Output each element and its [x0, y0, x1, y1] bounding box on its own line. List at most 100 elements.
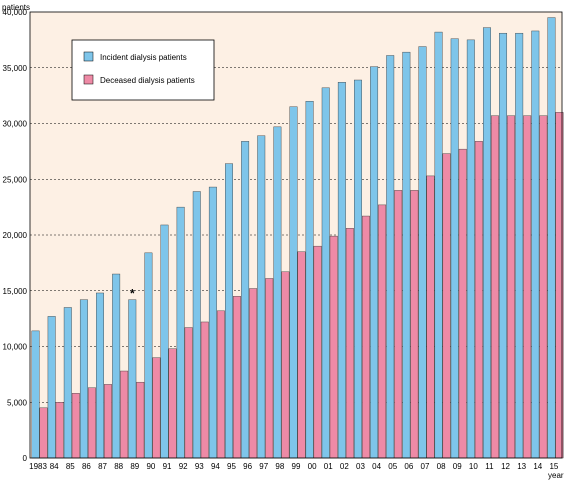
- x-tick-label: 04: [372, 462, 381, 471]
- plot-frame: [29, 11, 563, 459]
- bar-deceased: [168, 348, 177, 459]
- x-tick-label: 06: [404, 462, 413, 471]
- bar-incident: [208, 186, 217, 459]
- x-tick-label: 14: [533, 462, 542, 471]
- bar-deceased: [329, 235, 338, 459]
- x-tick-label: 02: [340, 462, 349, 471]
- bar-incident: [305, 100, 314, 459]
- bar-incident: [128, 299, 137, 459]
- bar-incident: [402, 51, 411, 459]
- bar-incident: [482, 27, 491, 459]
- bar-incident: [79, 299, 88, 459]
- x-axis-label: year: [548, 471, 564, 480]
- x-tick-label: 11: [485, 462, 494, 471]
- x-tick-label: 15: [549, 462, 558, 471]
- x-tick-label: 00: [308, 462, 317, 471]
- y-tick-label: 15,000: [3, 287, 28, 296]
- legend-swatch-deceased: [83, 74, 94, 85]
- legend: Incident dialysis patients Deceased dial…: [71, 39, 215, 101]
- bar-deceased: [410, 190, 419, 459]
- x-tick-label: 12: [501, 462, 510, 471]
- bar-incident: [192, 191, 201, 459]
- x-tick-label: 85: [66, 462, 75, 471]
- bar-incident: [63, 307, 72, 459]
- y-tick-label: 30,000: [3, 120, 28, 129]
- legend-swatch-incident: [83, 51, 94, 62]
- bar-deceased: [378, 204, 387, 459]
- x-tick-label: 87: [98, 462, 107, 471]
- bar-deceased: [490, 115, 499, 459]
- bar-deceased: [523, 115, 532, 459]
- bar-deceased: [87, 387, 96, 459]
- bar-deceased: [474, 141, 483, 459]
- bar-incident: [96, 292, 104, 459]
- bar-incident: [466, 39, 475, 459]
- bar-deceased: [71, 393, 80, 459]
- bar-incident: [257, 135, 266, 459]
- x-tick-label: 95: [227, 462, 236, 471]
- x-tick-label: 84: [50, 462, 59, 471]
- bar-deceased: [55, 402, 64, 459]
- x-tick-label: 97: [259, 462, 268, 471]
- x-tick-label: 96: [243, 462, 252, 471]
- x-tick-label: 03: [356, 462, 365, 471]
- x-tick-label: 07: [421, 462, 430, 471]
- bar-deceased: [458, 148, 467, 459]
- x-tick-label: 98: [275, 462, 284, 471]
- legend-box: [71, 39, 215, 101]
- x-tick-label: 94: [211, 462, 220, 471]
- legend-label-deceased: Deceased dialysis patients: [100, 76, 195, 85]
- bar-deceased: [136, 381, 145, 459]
- y-tick-label: 35,000: [3, 64, 28, 73]
- x-tick-label: 99: [292, 462, 301, 471]
- bar-incident: [531, 30, 540, 459]
- bar-incident: [144, 252, 153, 459]
- legend-label-incident: Incident dialysis patients: [100, 53, 187, 62]
- bar-deceased: [249, 288, 258, 459]
- x-tick-label: 86: [82, 462, 91, 471]
- bar-incident: [321, 87, 330, 459]
- y-tick-label: 20,000: [3, 231, 28, 240]
- bar-deceased: [104, 384, 112, 459]
- x-tick-label: 92: [179, 462, 188, 471]
- bar-deceased: [426, 175, 435, 459]
- bar-deceased: [216, 310, 225, 459]
- bar-deceased: [362, 215, 370, 459]
- bar-incident: [515, 32, 524, 459]
- bar-deceased: [120, 370, 129, 459]
- bar-incident: [547, 17, 556, 459]
- bar-deceased: [539, 115, 548, 459]
- bar-incident: [450, 38, 459, 459]
- bar-deceased: [200, 321, 209, 459]
- bar-incident: [273, 126, 282, 459]
- bar-incident: [418, 46, 427, 459]
- bar-deceased: [507, 115, 516, 459]
- bar-incident: [31, 330, 40, 459]
- bar-incident: [289, 106, 298, 459]
- bar-deceased: [313, 245, 322, 459]
- bar-incident: [241, 141, 250, 459]
- x-tick-label: 09: [453, 462, 462, 471]
- bar-deceased: [152, 357, 161, 459]
- bar-incident: [112, 273, 121, 459]
- y-tick-label: 40,000: [3, 8, 28, 17]
- x-tick-label: 88: [114, 462, 123, 471]
- bar-deceased: [442, 153, 451, 459]
- y-tick-label: 25,000: [3, 175, 28, 184]
- x-tick-label: 1983: [29, 462, 47, 471]
- x-tick-label: 91: [163, 462, 172, 471]
- bar-incident: [176, 206, 185, 459]
- x-tick-label: 90: [146, 462, 155, 471]
- x-tick-label: 13: [517, 462, 526, 471]
- bar-incident: [337, 82, 346, 459]
- bar-deceased: [233, 296, 241, 459]
- bar-deceased: [265, 278, 274, 459]
- bar-incident: [434, 31, 443, 459]
- bar-deceased: [394, 190, 403, 459]
- bar-deceased: [184, 327, 193, 459]
- y-tick-label: 0: [23, 454, 28, 463]
- bar-incident: [47, 316, 56, 459]
- bar-incident: [354, 79, 362, 459]
- x-tick-label: 08: [437, 462, 446, 471]
